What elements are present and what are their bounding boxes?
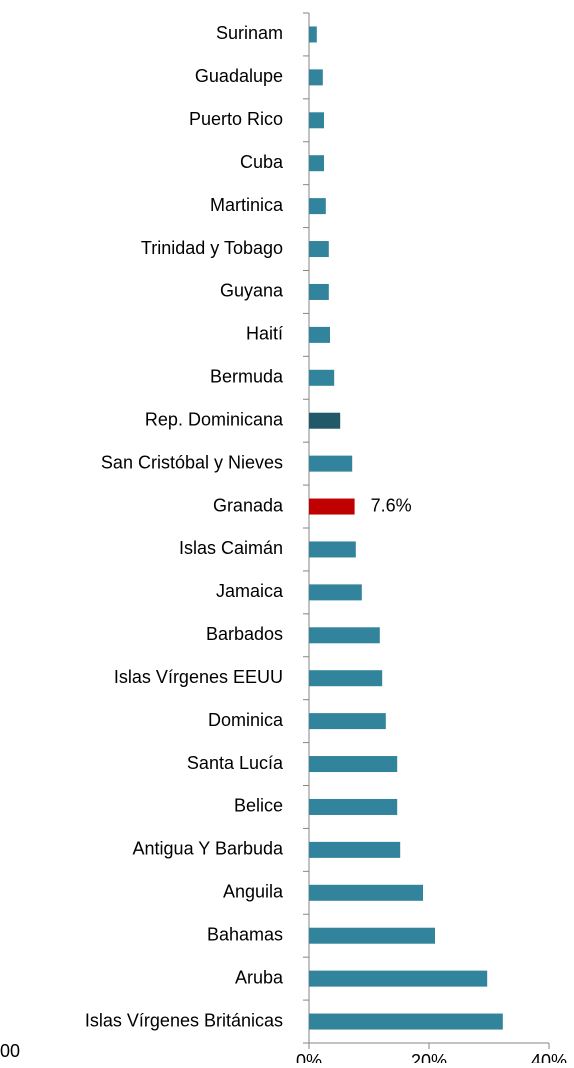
y-tick-label: Bahamas: [207, 924, 283, 944]
bar: [309, 927, 435, 944]
y-tick-label: Martinica: [210, 195, 284, 215]
y-tick-label: San Cristóbal y Nieves: [101, 452, 283, 472]
bar: [309, 241, 329, 258]
bar: [309, 584, 362, 601]
bar: [309, 713, 386, 730]
bar: [309, 670, 383, 687]
y-tick-label: Belice: [234, 796, 283, 816]
bar: [309, 970, 488, 987]
y-tick-label: Antigua Y Barbuda: [133, 839, 284, 859]
bar: [309, 112, 324, 129]
y-tick-label: Islas Vírgenes Británicas: [85, 1010, 283, 1030]
y-tick-label: Guyana: [220, 281, 284, 301]
y-tick-label: Bermuda: [210, 367, 284, 387]
annotation: 00: [0, 1041, 20, 1061]
bar: [309, 69, 323, 86]
bar: [309, 627, 380, 644]
x-tick-label: 20%: [411, 1051, 447, 1063]
y-tick-label: Islas Vírgenes EEUU: [114, 667, 283, 687]
y-tick-label: Santa Lucía: [187, 753, 284, 773]
bar: [309, 884, 423, 901]
y-tick-label: Rep. Dominicana: [145, 409, 284, 429]
bar: [309, 798, 398, 815]
bar: [309, 198, 326, 215]
bar: [309, 412, 341, 429]
y-tick-label: Puerto Rico: [189, 109, 283, 129]
bar: [309, 455, 353, 472]
bar: [309, 26, 317, 43]
y-tick-label: Guadalupe: [195, 66, 283, 86]
y-tick-label: Islas Caimán: [179, 538, 283, 558]
y-tick-label: Dominica: [208, 710, 284, 730]
bar: [309, 283, 329, 300]
y-tick-label: Anguila: [223, 882, 284, 902]
bar: [309, 841, 401, 858]
bar: [309, 326, 330, 343]
y-tick-label: Jamaica: [216, 581, 284, 601]
y-tick-label: Cuba: [240, 152, 284, 172]
x-tick-label: 40%: [531, 1051, 567, 1063]
bar: [309, 369, 335, 386]
y-tick-label: Haití: [246, 324, 283, 344]
y-tick-label: Surinam: [216, 23, 283, 43]
bar: [309, 155, 324, 172]
y-tick-label: Trinidad y Tobago: [141, 238, 283, 258]
bar: [309, 541, 356, 558]
y-tick-label: Aruba: [235, 967, 284, 987]
x-tick-label: 0%: [296, 1051, 322, 1063]
y-tick-label: Barbados: [206, 624, 283, 644]
y-tick-label: Granada: [213, 495, 284, 515]
data-label: 7.6%: [371, 495, 412, 515]
bar: [309, 756, 398, 773]
bar: [309, 1013, 503, 1030]
bar: [309, 498, 355, 515]
